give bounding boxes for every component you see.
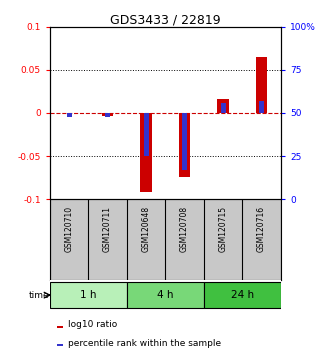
Text: GSM120715: GSM120715 — [219, 206, 228, 252]
Bar — [127, 282, 204, 308]
Bar — [221, 103, 226, 113]
Bar — [105, 113, 110, 117]
Bar — [102, 113, 113, 116]
Text: GSM120648: GSM120648 — [142, 206, 151, 252]
Bar — [217, 99, 229, 113]
Bar — [179, 113, 190, 177]
Text: percentile rank within the sample: percentile rank within the sample — [68, 339, 221, 348]
Text: GSM120708: GSM120708 — [180, 206, 189, 252]
Bar — [140, 113, 152, 192]
Text: GSM120711: GSM120711 — [103, 206, 112, 252]
Text: 1 h: 1 h — [80, 290, 97, 300]
Text: log10 ratio: log10 ratio — [68, 320, 117, 330]
Bar — [66, 113, 72, 117]
Bar — [57, 326, 63, 328]
Bar — [50, 282, 127, 308]
Bar — [57, 344, 63, 347]
Bar — [143, 113, 149, 156]
Bar — [256, 57, 267, 113]
Title: GDS3433 / 22819: GDS3433 / 22819 — [110, 13, 221, 27]
Text: 24 h: 24 h — [231, 290, 254, 300]
Text: 4 h: 4 h — [157, 290, 174, 300]
Bar — [204, 282, 281, 308]
Bar — [182, 113, 187, 170]
Text: time: time — [28, 291, 49, 299]
Text: GSM120710: GSM120710 — [65, 206, 74, 252]
Text: GSM120716: GSM120716 — [257, 206, 266, 252]
Bar — [259, 101, 264, 113]
